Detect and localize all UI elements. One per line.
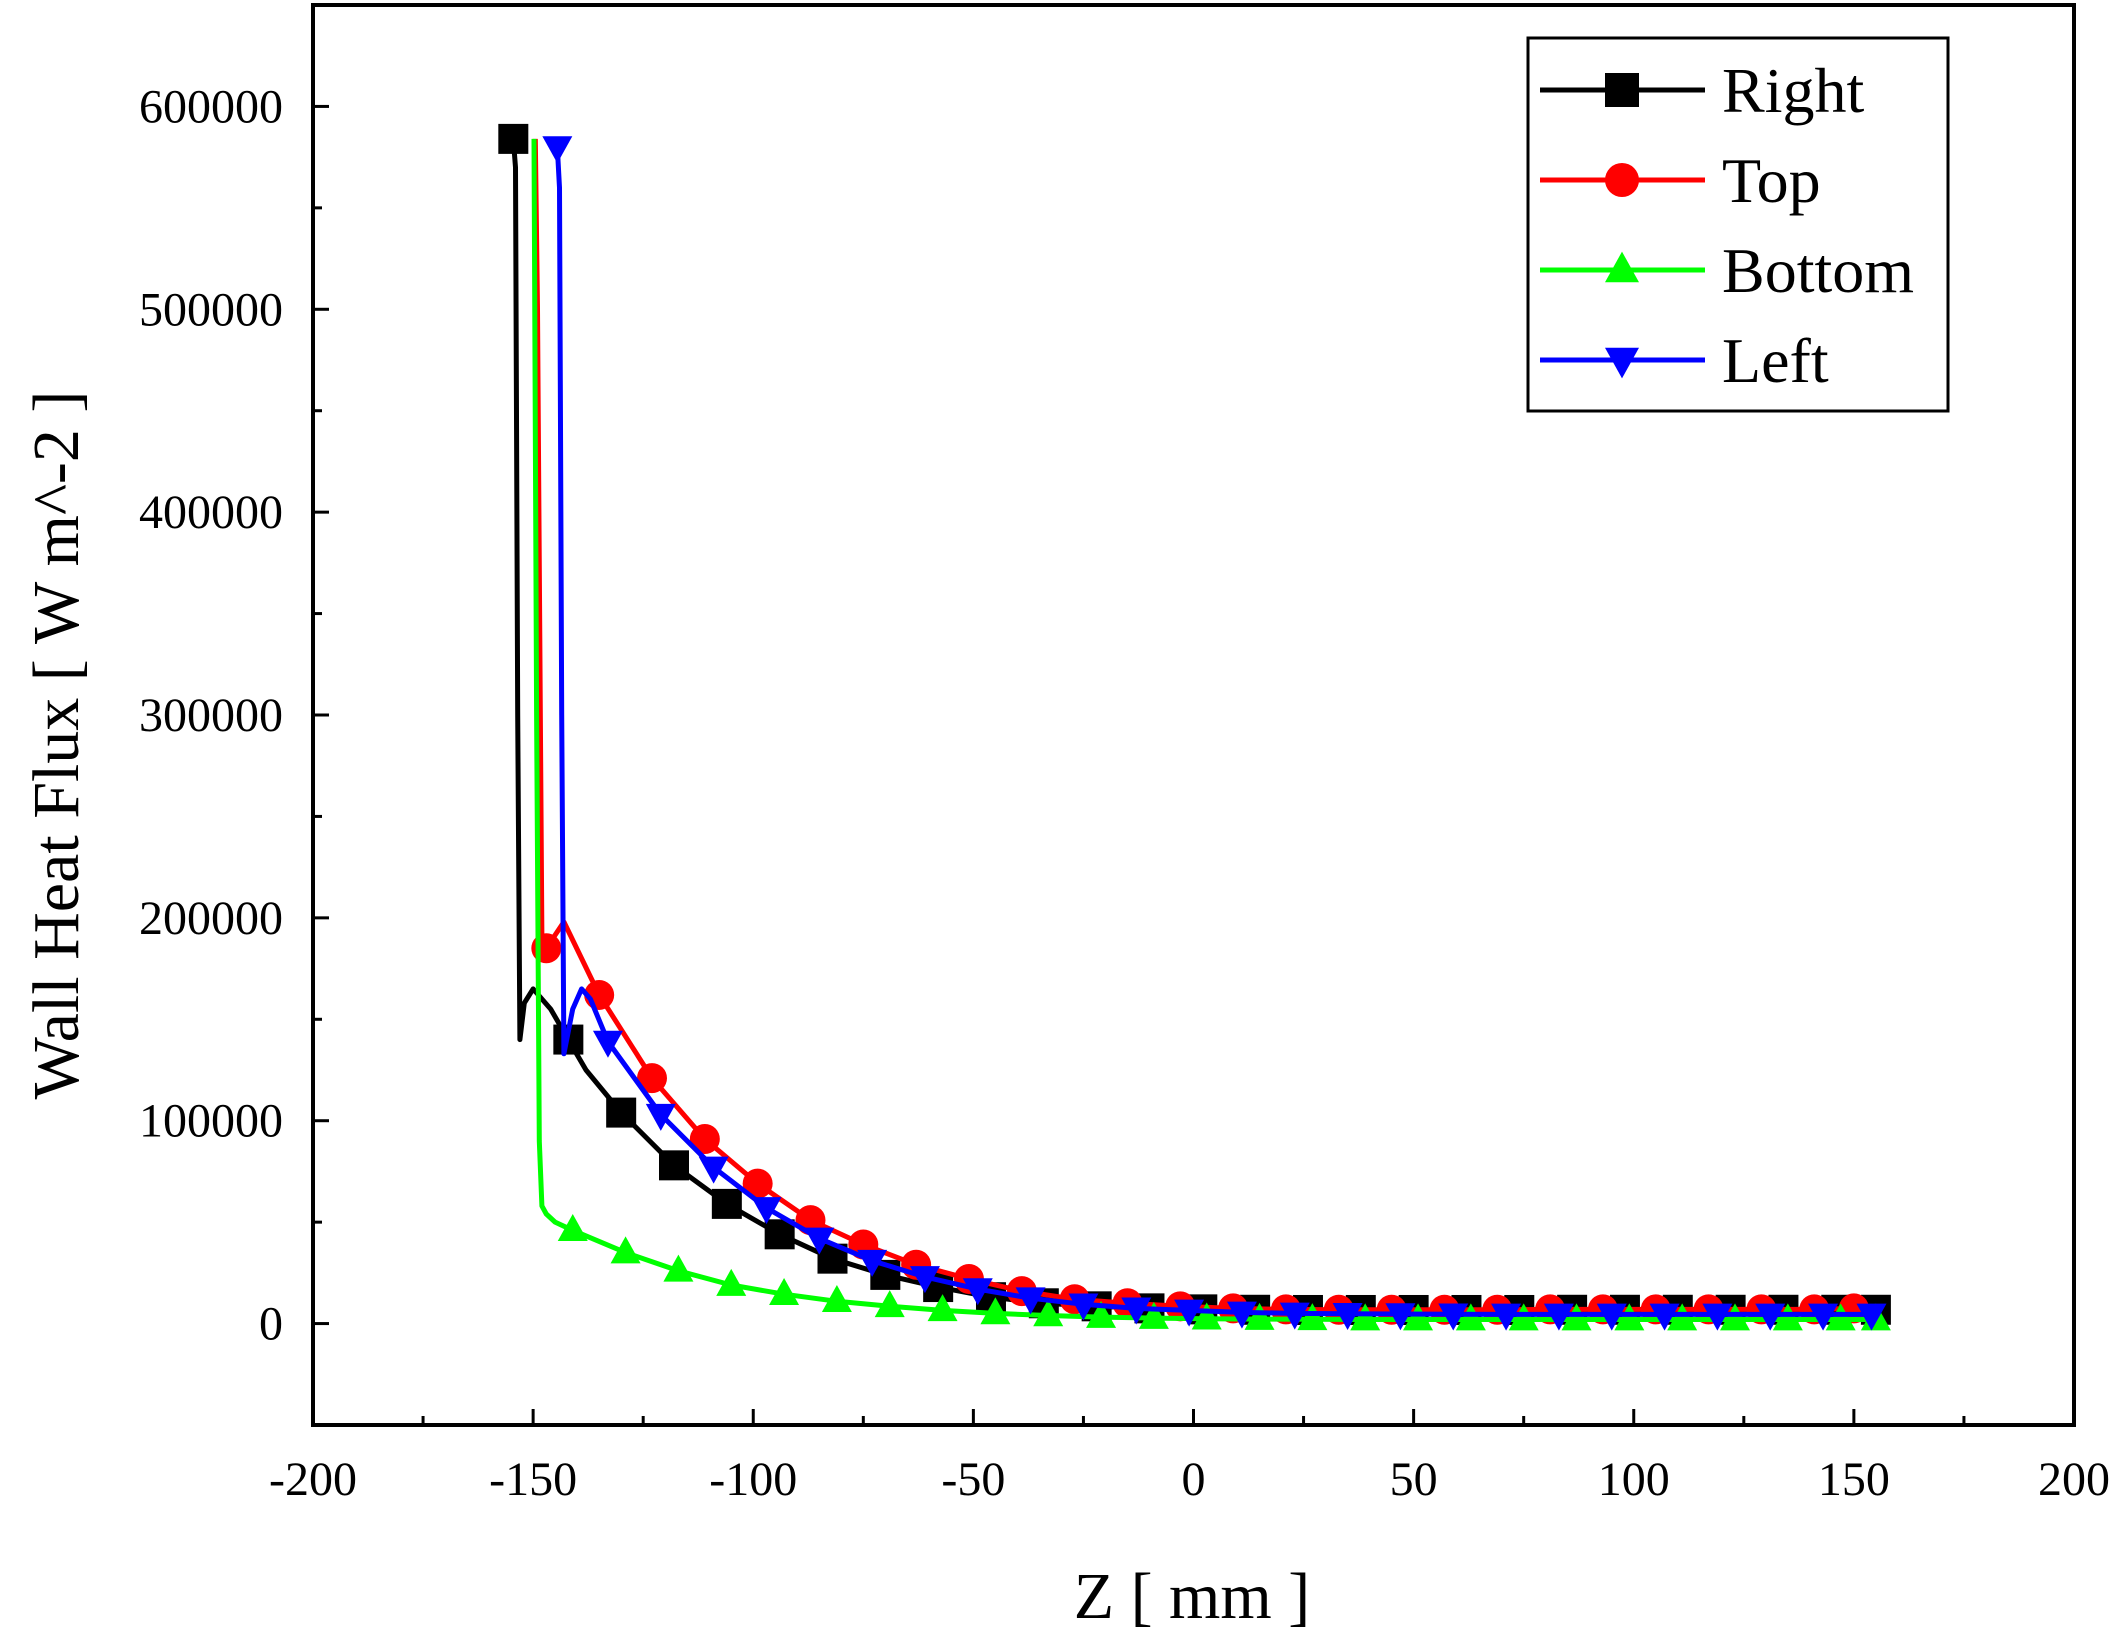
legend-label: Bottom	[1722, 235, 1914, 306]
data-point-triangle-up	[610, 1236, 641, 1264]
data-point-triangle-down	[1438, 1303, 1469, 1331]
data-point-triangle-down	[1121, 1297, 1152, 1325]
series-layer	[498, 123, 1891, 1331]
data-point-triangle-up	[874, 1290, 905, 1318]
data-point-triangle-down	[1808, 1303, 1839, 1331]
data-point-triangle-down	[1702, 1303, 1733, 1331]
legend-item-bottom: Bottom	[1540, 235, 1914, 306]
legend-label: Left	[1722, 325, 1829, 396]
legend-item-left: Left	[1540, 325, 1829, 396]
data-point-triangle-down	[1491, 1303, 1522, 1331]
data-point-triangle-up	[1605, 251, 1639, 283]
legend-box	[1526, 36, 1950, 413]
x-axis-title: Z [ mm ]	[1074, 1560, 1310, 1633]
data-point-triangle-down	[592, 1030, 623, 1058]
x-tick-label: -100	[709, 1453, 797, 1506]
y-tick-label: 200000	[139, 892, 283, 945]
y-tick-label: 0	[259, 1298, 283, 1351]
data-point-triangle-up	[980, 1297, 1011, 1325]
data-point-triangle-down	[857, 1249, 888, 1277]
data-point-triangle-down	[1174, 1299, 1205, 1327]
data-point-triangle-down	[962, 1278, 993, 1306]
data-point-triangle-up	[1191, 1302, 1222, 1330]
y-tick-label: 600000	[139, 80, 283, 133]
data-point-triangle-up	[1086, 1300, 1117, 1328]
y-tick-label: 100000	[139, 1095, 283, 1148]
data-point-triangle-up	[557, 1214, 588, 1242]
data-point-triangle-up	[1403, 1303, 1434, 1331]
legend-item-top: Top	[1540, 145, 1821, 216]
data-point-triangle-down	[1226, 1301, 1257, 1329]
data-point-triangle-up	[1455, 1303, 1486, 1331]
data-point-triangle-down	[1543, 1303, 1574, 1331]
data-point-triangle-down	[1332, 1303, 1363, 1331]
data-point-circle	[1605, 163, 1639, 197]
y-tick-label: 400000	[139, 486, 283, 539]
legend-item-right: Right	[1540, 55, 1864, 126]
data-point-square	[498, 123, 529, 154]
data-point-square	[711, 1188, 742, 1219]
data-point-triangle-down	[1068, 1293, 1099, 1321]
data-point-triangle-up	[927, 1294, 958, 1322]
legend: Right Top Bottom Left	[1526, 36, 1950, 413]
data-point-square	[606, 1097, 637, 1128]
data-point-triangle-down	[909, 1266, 940, 1294]
data-point-triangle-up	[1297, 1303, 1328, 1331]
data-point-triangle-down	[698, 1156, 729, 1184]
y-tick-label: 500000	[139, 283, 283, 336]
x-tick-label: -200	[269, 1453, 357, 1506]
data-point-triangle-down	[1856, 1303, 1887, 1331]
data-point-triangle-down	[1279, 1302, 1310, 1330]
data-point-triangle-up	[769, 1277, 800, 1305]
data-point-triangle-down	[1605, 347, 1639, 379]
y-axis-title: Wall Heat Flux [ W m^-2 ]	[20, 391, 93, 1100]
data-point-square	[764, 1219, 795, 1250]
legend-label: Right	[1722, 55, 1864, 126]
x-tick-label: -50	[941, 1453, 1005, 1506]
x-tick-label: 150	[1818, 1453, 1890, 1506]
x-tick-label: 50	[1390, 1453, 1438, 1506]
y-tick-label: 300000	[139, 689, 283, 742]
data-point-circle	[636, 1063, 667, 1094]
data-point-square	[659, 1150, 690, 1181]
data-point-circle	[742, 1168, 773, 1199]
data-point-triangle-down	[1649, 1303, 1680, 1331]
data-point-triangle-up	[1138, 1301, 1169, 1329]
data-point-square	[1605, 73, 1639, 107]
x-tick-label: 100	[1598, 1453, 1670, 1506]
data-point-triangle-up	[821, 1285, 852, 1313]
data-point-triangle-up	[716, 1268, 747, 1296]
data-point-triangle-down	[645, 1103, 676, 1131]
data-point-circle	[689, 1123, 720, 1154]
data-point-triangle-up	[1350, 1303, 1381, 1331]
x-tick-label: -150	[489, 1453, 577, 1506]
data-point-triangle-down	[1015, 1287, 1046, 1315]
data-point-triangle-down	[1596, 1303, 1627, 1331]
data-point-triangle-up	[1033, 1299, 1064, 1327]
data-point-triangle-down	[1755, 1303, 1786, 1331]
data-point-triangle-down	[804, 1227, 835, 1255]
series-left	[542, 136, 1887, 1331]
data-point-triangle-down	[1385, 1303, 1416, 1331]
data-point-triangle-up	[1244, 1302, 1275, 1330]
x-tick-label: 0	[1182, 1453, 1206, 1506]
data-point-triangle-down	[751, 1197, 782, 1225]
data-point-triangle-down	[542, 136, 573, 164]
data-point-triangle-up	[663, 1254, 694, 1282]
legend-label: Top	[1722, 145, 1821, 216]
x-tick-label: 200	[2038, 1453, 2110, 1506]
axes-layer: -200 -150 -100 -50 0 50 100 150 200 0 100000 200000…	[139, 3, 2110, 1506]
